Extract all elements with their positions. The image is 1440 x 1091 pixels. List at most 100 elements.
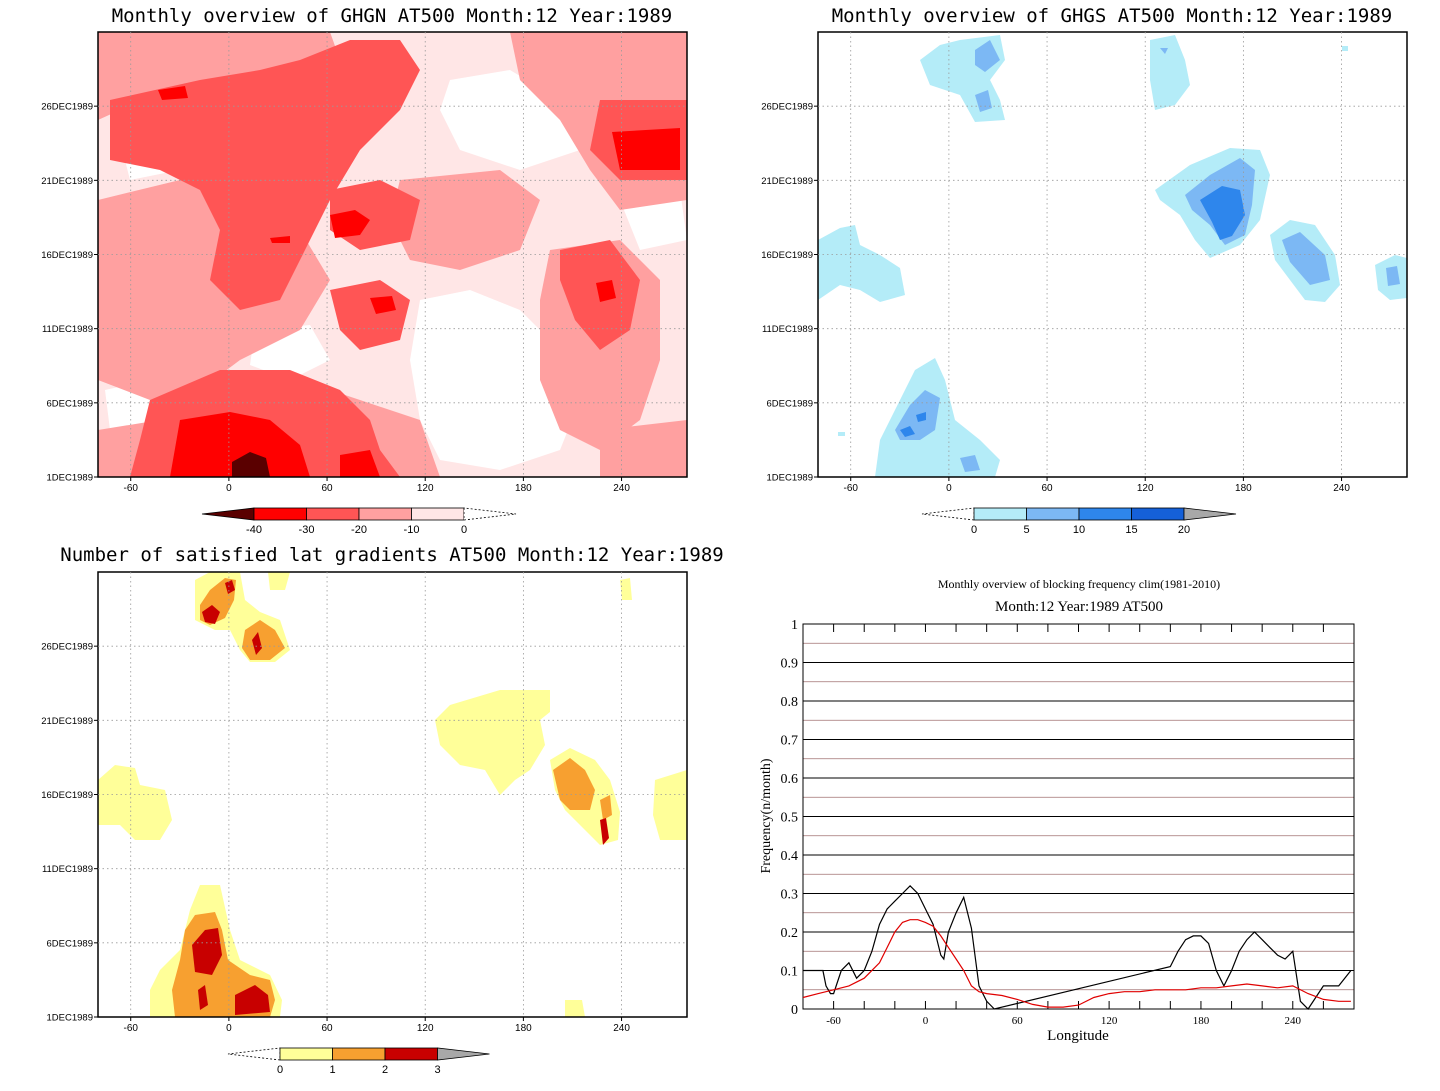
colorbar-tick-label: -30 (299, 524, 315, 536)
y-tick-label: 0.3 (781, 888, 799, 903)
y-tick-label: 1 (791, 618, 798, 633)
x-tick-label: 120 (1101, 1015, 1118, 1027)
colorbar-tick-label: -40 (246, 524, 262, 536)
colorbar-tick-label: 0 (461, 524, 467, 536)
y-tick-label: 11DEC1989 (762, 324, 813, 335)
y-tick-label: 6DEC1989 (47, 398, 93, 409)
y-tick-label: 16DEC1989 (761, 250, 813, 261)
colorbar-segment (358, 507, 412, 521)
y-tick-label: 11DEC1989 (42, 864, 93, 875)
panel-ghgn-axes: -60 0 60 120 180 240 1DEC1989 6DEC1989 11DEC1989… (41, 102, 630, 494)
y-tick-label: 26DEC1989 (41, 642, 93, 653)
x-tick-label: 120 (417, 1023, 434, 1034)
x-tick-label: 60 (1012, 1015, 1024, 1027)
colorbar-segment (253, 507, 307, 521)
panel-ghgs-grid (818, 32, 1407, 477)
y-tick-label: 0.1 (781, 965, 799, 980)
colorbar-extend-upper (437, 1047, 490, 1061)
y-tick-label: 0.4 (781, 849, 799, 864)
panel-ghgn: Monthly overview of GHGN AT500 Month:12 … (41, 5, 688, 536)
x-tick-label: 120 (417, 483, 434, 494)
colorbar-extend-upper (463, 507, 517, 521)
y-tick-label: 21DEC1989 (761, 176, 813, 187)
x-tick-label: 120 (1137, 483, 1154, 494)
y-tick-label: 6DEC1989 (767, 398, 813, 409)
colorbar-extend-upper (1183, 507, 1237, 521)
panel-ghgs-axes: -60 0 60 120 180 240 1DEC1989 6DEC1989 11DEC1989… (761, 102, 1350, 494)
colorbar-extend-lower (227, 1047, 281, 1061)
panel-ghgn-grid (98, 32, 687, 477)
y-tick-label: 1DEC1989 (47, 1013, 93, 1024)
y-tick-label: 0.8 (781, 695, 799, 710)
x-tick-label: 60 (321, 1023, 333, 1034)
x-tick-label: 0 (923, 1015, 929, 1027)
colorbar-tick-label: 2 (382, 1064, 388, 1076)
y-tick-label: 1DEC1989 (47, 473, 93, 484)
x-tick-label: 240 (1333, 483, 1350, 494)
y-tick-label: 26DEC1989 (761, 102, 813, 113)
y-tick-label: 16DEC1989 (41, 250, 93, 261)
colorbar-segment (1078, 507, 1132, 521)
y-tick-label: 6DEC1989 (47, 938, 93, 949)
line-chart-ylabel: Frequency(n/month) (759, 758, 774, 873)
y-tick-label: 0.9 (781, 657, 799, 672)
x-tick-label: -60 (123, 483, 138, 494)
x-tick-label: 180 (515, 1023, 532, 1034)
series-line-black (803, 884, 1352, 1010)
colorbar-tick-label: 0 (971, 524, 977, 536)
colorbar-segment (1131, 507, 1185, 521)
line-chart-axes: 0 0.1 0.2 0.3 0.4 0.5 0.6 0.7 0.8 0.9 1 -60 0 60 120 18… (781, 618, 1324, 1027)
panel-ghgs-colorbar: 0 5 10 15 20 (921, 507, 1237, 536)
x-tick-label: 60 (321, 483, 333, 494)
x-tick-label: 0 (226, 483, 232, 494)
colorbar-tick-label: 15 (1125, 524, 1137, 536)
x-tick-label: 60 (1041, 483, 1053, 494)
line-chart-gridlines (803, 642, 1354, 991)
colorbar-tick-label: -10 (404, 524, 420, 536)
y-tick-label: 0.7 (781, 734, 799, 749)
colorbar-tick-label: 1 (329, 1064, 335, 1076)
y-tick-label: 16DEC1989 (41, 790, 93, 801)
colorbar-segment (279, 1047, 333, 1061)
y-tick-label: 0 (791, 1003, 798, 1018)
x-tick-label: 0 (946, 483, 952, 494)
colorbar-tick-label: 3 (434, 1064, 440, 1076)
x-tick-label: -60 (123, 1023, 138, 1034)
colorbar-tick-label: 0 (277, 1064, 283, 1076)
y-tick-label: 0.6 (781, 772, 799, 787)
colorbar-extend-lower (921, 507, 975, 521)
panel-ghgn-title: Monthly overview of GHGN AT500 Month:12 … (112, 5, 673, 27)
colorbar-tick-label: 10 (1073, 524, 1085, 536)
panel-latgrad-grid (98, 572, 687, 1017)
colorbar-segment (306, 507, 360, 521)
x-tick-label: 240 (613, 483, 630, 494)
colorbar-segment (1026, 507, 1080, 521)
panel-latgrad: Number of satisfied lat gradients AT500 … (41, 544, 724, 1076)
colorbar-segment (411, 507, 465, 521)
line-chart-series (802, 884, 1352, 1010)
x-tick-label: -60 (843, 483, 858, 494)
y-tick-label: 0.2 (781, 926, 799, 941)
panel-latgrad-colorbar: 0 1 2 3 (227, 1047, 490, 1076)
y-tick-label: 11DEC1989 (42, 324, 93, 335)
y-tick-label: 21DEC1989 (41, 716, 93, 727)
y-tick-label: 21DEC1989 (41, 176, 93, 187)
colorbar-tick-label: 20 (1178, 524, 1190, 536)
y-tick-label: 0.5 (781, 811, 799, 826)
x-tick-label: 180 (1193, 1015, 1210, 1027)
x-tick-label: 180 (515, 483, 532, 494)
panel-latgrad-axes: -60 0 60 120 180 240 1DEC1989 6DEC1989 11DEC1989… (41, 642, 630, 1034)
x-tick-label: 240 (1285, 1015, 1302, 1027)
y-tick-label: 26DEC1989 (41, 102, 93, 113)
line-chart-subtitle: Month:12 Year:1989 AT500 (995, 599, 1163, 615)
colorbar-tick-label: -20 (351, 524, 367, 536)
colorbar-tick-label: 5 (1023, 524, 1029, 536)
y-tick-label: 1DEC1989 (767, 473, 813, 484)
panel-ghgs-title: Monthly overview of GHGS AT500 Month:12 … (832, 5, 1393, 27)
colorbar-segment (332, 1047, 386, 1061)
series-line-red (802, 919, 1351, 1008)
line-chart-title: Monthly overview of blocking frequency c… (938, 577, 1220, 591)
panel-latgrad-title: Number of satisfied lat gradients AT500 … (60, 544, 723, 566)
x-tick-label: 240 (613, 1023, 630, 1034)
